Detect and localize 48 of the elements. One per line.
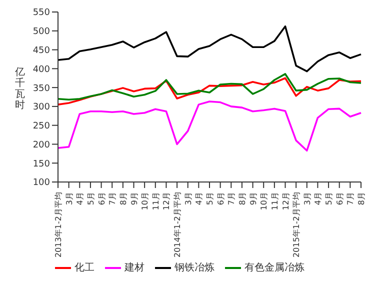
legend-label: 化工 <box>74 262 94 274</box>
x-tick-label: 6月 <box>216 192 226 206</box>
y-tick-label: 550 <box>32 8 50 18</box>
y-tick-label: 350 <box>32 84 50 94</box>
x-tick-label: 2015年1-2月平均 <box>292 192 302 258</box>
x-tick-label: 4月 <box>194 192 204 206</box>
y-tick-label: 250 <box>32 122 50 132</box>
x-tick-label: 6月 <box>97 192 106 206</box>
legend-label: 钢铁冶炼 <box>174 262 214 274</box>
y-tick-label: 500 <box>32 27 50 38</box>
x-tick-label: 11月 <box>270 192 280 210</box>
x-tick-label: 3月 <box>184 192 193 206</box>
x-tick-label: 9月 <box>248 192 258 206</box>
legend-label: 有色金属冶炼 <box>244 262 304 274</box>
x-tick-label: 4月 <box>76 192 85 206</box>
x-tick-label: 4月 <box>314 192 323 206</box>
x-tick-label: 3月 <box>302 192 312 206</box>
legend-label: 建材 <box>124 262 144 274</box>
line-series <box>57 73 362 101</box>
x-tick-label: 5月 <box>206 192 214 206</box>
y-tick-label: 150 <box>32 159 50 170</box>
line-series <box>57 77 362 106</box>
x-tick-label: 10月 <box>260 192 269 210</box>
y-axis-title: 亿千瓦时 <box>14 67 25 111</box>
x-tick-label: 12月 <box>281 192 290 210</box>
y-tick-label: 200 <box>32 140 50 150</box>
x-tick-label: 7月 <box>108 192 118 206</box>
x-tick-label: 2014年1-2月平均 <box>173 192 182 258</box>
x-tick-label: 5月 <box>86 192 96 206</box>
line-series <box>57 100 362 152</box>
line-series <box>57 25 362 72</box>
y-tick-label: 100 <box>32 178 50 188</box>
y-tick-label: 400 <box>32 64 50 75</box>
x-tick-label: 11月 <box>151 192 160 210</box>
x-tick-label: 12月 <box>162 192 172 210</box>
x-tick-label: 8月 <box>238 192 247 206</box>
x-tick-label: 7月 <box>346 192 356 206</box>
x-tick-label: 2013年1-2月平均 <box>54 192 63 258</box>
x-tick-label: 6月 <box>335 192 344 206</box>
x-tick-label: 5月 <box>324 192 334 206</box>
x-tick-label: 7月 <box>227 192 236 206</box>
y-tick-label: 300 <box>32 102 50 113</box>
x-tick-label: 10月 <box>140 192 150 210</box>
y-tick-label: 450 <box>32 46 50 56</box>
x-tick-label: 8月 <box>118 192 128 206</box>
x-tick-label: 3月 <box>64 192 74 206</box>
x-tick-label: 8月 <box>357 192 366 206</box>
x-tick-label: 9月 <box>130 192 139 206</box>
